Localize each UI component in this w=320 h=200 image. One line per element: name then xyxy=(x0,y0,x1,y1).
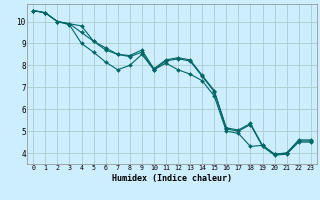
X-axis label: Humidex (Indice chaleur): Humidex (Indice chaleur) xyxy=(112,174,232,183)
